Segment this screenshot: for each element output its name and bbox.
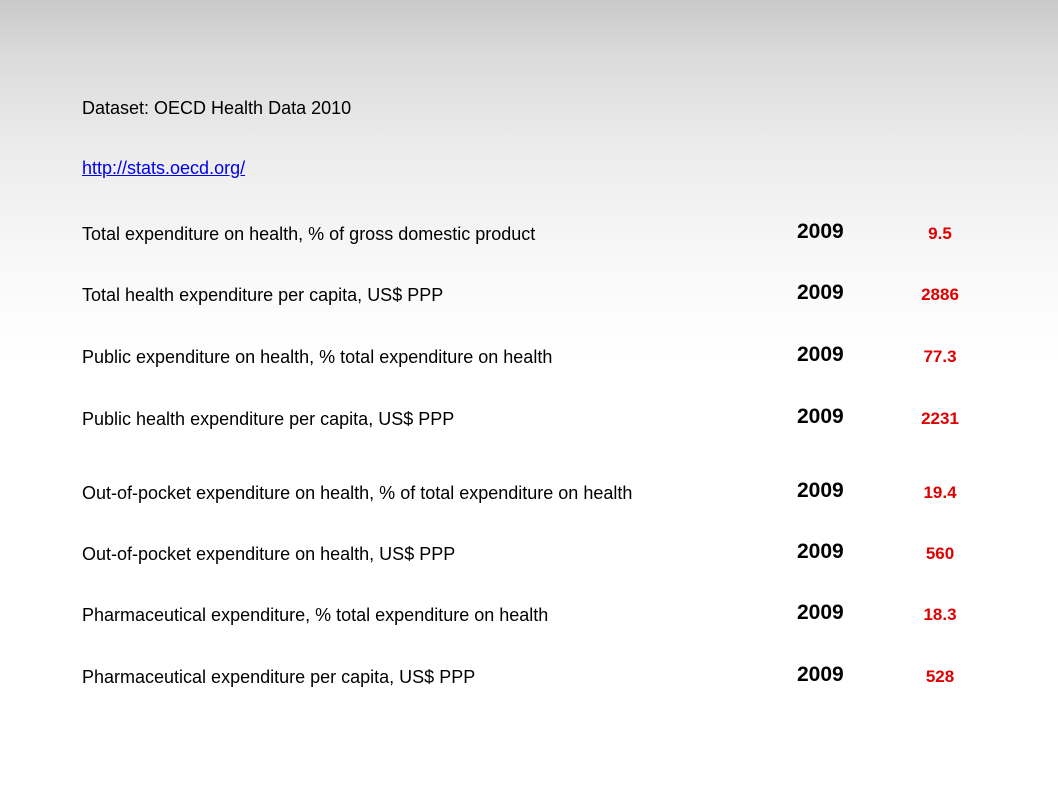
- row-year: 2009: [797, 281, 844, 304]
- row-value: 18.3: [923, 605, 957, 624]
- row-year: 2009: [797, 479, 844, 502]
- data-row: Pharmaceutical expenditure per capita, U…: [0, 661, 1058, 691]
- dataset-title: Dataset: OECD Health Data 2010: [82, 98, 352, 118]
- row-label: Public health expenditure per capita, US…: [82, 409, 455, 429]
- row-value: 19.4: [923, 483, 957, 502]
- row-value: 9.5: [928, 224, 952, 243]
- row-value: 528: [925, 667, 955, 686]
- row-label: Pharmaceutical expenditure per capita, U…: [82, 667, 476, 687]
- data-row: Out-of-pocket expenditure on health, % o…: [0, 477, 1058, 507]
- row-label: Out-of-pocket expenditure on health, US$…: [82, 544, 456, 564]
- source-link[interactable]: http://stats.oecd.org/: [82, 158, 246, 178]
- data-row: Pharmaceutical expenditure, % total expe…: [0, 599, 1058, 629]
- row-value: 560: [925, 544, 955, 563]
- data-row: Public expenditure on health, % total ex…: [0, 341, 1058, 371]
- row-label: Pharmaceutical expenditure, % total expe…: [82, 605, 549, 625]
- row-label: Total health expenditure per capita, US$…: [82, 285, 444, 305]
- row-year: 2009: [797, 343, 844, 366]
- row-year: 2009: [797, 540, 844, 563]
- row-year: 2009: [797, 663, 844, 686]
- data-row: Total health expenditure per capita, US$…: [0, 279, 1058, 309]
- row-label: Out-of-pocket expenditure on health, % o…: [82, 483, 633, 503]
- data-row: Out-of-pocket expenditure on health, US$…: [0, 538, 1058, 568]
- data-row: Total expenditure on health, % of gross …: [0, 218, 1058, 248]
- row-year: 2009: [797, 220, 844, 243]
- row-value: 2231: [921, 409, 959, 428]
- row-value: 2886: [921, 285, 959, 304]
- row-label: Total expenditure on health, % of gross …: [82, 224, 536, 244]
- row-year: 2009: [797, 601, 844, 624]
- data-row: Public health expenditure per capita, US…: [0, 403, 1058, 433]
- row-label: Public expenditure on health, % total ex…: [82, 347, 553, 367]
- row-value: 77.3: [923, 347, 957, 366]
- row-year: 2009: [797, 405, 844, 428]
